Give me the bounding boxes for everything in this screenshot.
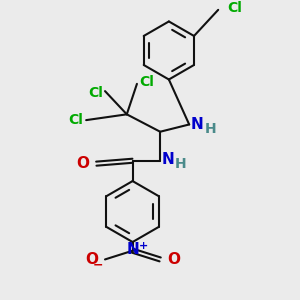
Text: H: H (205, 122, 217, 136)
Text: O: O (85, 252, 98, 267)
Text: N: N (126, 242, 139, 257)
Text: +: + (139, 241, 148, 250)
Text: Cl: Cl (139, 74, 154, 88)
Text: O: O (167, 252, 180, 267)
Text: N: N (190, 117, 203, 132)
Text: Cl: Cl (227, 2, 242, 15)
Text: Cl: Cl (68, 113, 83, 127)
Text: H: H (175, 157, 187, 171)
Text: N: N (162, 152, 175, 167)
Text: −: − (92, 259, 103, 272)
Text: Cl: Cl (88, 85, 103, 100)
Text: O: O (76, 156, 89, 171)
